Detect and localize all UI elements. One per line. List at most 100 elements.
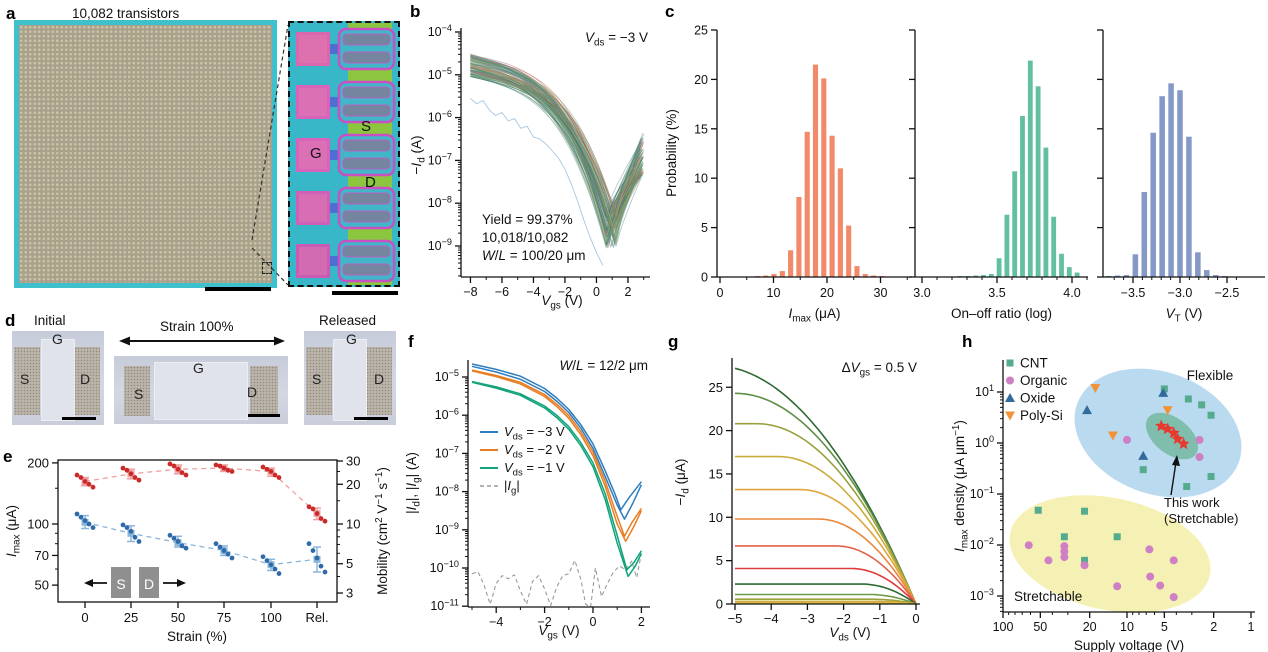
y-tick-label: 10−6 xyxy=(428,109,452,125)
series xyxy=(74,461,328,524)
tspan: |, | xyxy=(404,487,419,502)
legend-label: Organic xyxy=(1020,373,1068,388)
y-tick-label: 10−8 xyxy=(435,483,459,499)
series xyxy=(470,53,645,266)
tspan: −1 xyxy=(374,471,385,483)
this-work-label: This work xyxy=(1164,495,1220,510)
curve xyxy=(471,553,642,608)
data-dot xyxy=(268,562,274,568)
x-tick-label: 5 xyxy=(1161,620,1168,634)
drain-label: D xyxy=(247,384,258,400)
curve xyxy=(470,73,643,245)
data-dot xyxy=(217,463,223,469)
stretchable-label: Stretchable xyxy=(1014,589,1082,604)
curve xyxy=(470,72,643,213)
marker-circle xyxy=(1169,593,1178,602)
tspan: Stretchable xyxy=(1014,589,1082,604)
data-dot xyxy=(229,469,235,474)
tspan: −5 xyxy=(442,66,452,76)
bar xyxy=(1132,254,1139,277)
tspan: −4 xyxy=(442,23,452,33)
x-tick-label: 20 xyxy=(820,286,834,300)
tspan: L xyxy=(499,248,507,263)
data-dot xyxy=(221,465,227,471)
bar xyxy=(1150,132,1156,277)
tspan: Organic xyxy=(1020,373,1068,388)
data-dot xyxy=(314,511,320,516)
drain-pad xyxy=(74,347,100,415)
tspan: density (μA μm xyxy=(952,436,967,530)
tspan: (μA) xyxy=(811,306,841,321)
legend-label: Oxide xyxy=(1020,391,1055,406)
scale-bar xyxy=(62,417,96,420)
tspan: ) xyxy=(375,467,390,472)
curve xyxy=(470,62,642,217)
tspan: L xyxy=(576,358,584,373)
marker-triangle-down xyxy=(1005,411,1015,421)
marker-square xyxy=(1034,506,1042,514)
x-axis-title: VT (V) xyxy=(1166,306,1203,325)
zoom-region-box xyxy=(262,262,272,274)
data-dot xyxy=(128,528,134,534)
data-dot xyxy=(167,461,173,467)
tspan: 10 xyxy=(767,286,781,300)
tspan: 1 xyxy=(1248,620,1255,634)
data-dot xyxy=(268,469,274,474)
marker-triangle-up xyxy=(1082,405,1093,415)
tspan: ds xyxy=(594,38,604,49)
curve xyxy=(470,61,643,213)
left-tick-label: 50 xyxy=(35,578,49,593)
tspan: (V) xyxy=(558,623,580,638)
gate-label: G xyxy=(193,360,204,376)
axes: 50 70 100 200 3 5 10 20 30 0 25 50 75 100 Rel. xyxy=(27,454,360,625)
y-tick-label: 20 xyxy=(694,73,708,87)
s-block-label: S xyxy=(116,576,125,592)
tspan: | xyxy=(516,478,519,493)
x-tick-label: 0 xyxy=(593,285,600,299)
photo-title-initial: Initial xyxy=(34,313,66,328)
data-dot xyxy=(183,545,189,551)
curve xyxy=(735,518,917,605)
scale-bar xyxy=(354,417,388,420)
x-tick-label: 0 xyxy=(912,611,919,626)
x-tick-label: 2 xyxy=(638,615,645,629)
tspan: −1 xyxy=(984,485,994,495)
marker-circle xyxy=(1145,545,1154,554)
drain-label: D xyxy=(365,174,376,191)
tspan: 50 xyxy=(171,610,185,625)
tspan: I xyxy=(673,493,688,497)
tspan: 0 xyxy=(717,286,724,300)
x-tick-label: −4 xyxy=(764,611,779,626)
bar xyxy=(1168,83,1174,278)
legend-label: Vds = −1 V xyxy=(504,460,565,479)
bar xyxy=(1020,115,1025,278)
tspan: 30 xyxy=(346,454,360,469)
bar xyxy=(1159,96,1165,277)
data-dot xyxy=(82,518,88,523)
curve xyxy=(470,97,604,266)
gate-pad xyxy=(296,244,330,278)
photo-initial: G S D xyxy=(12,331,104,425)
gate-pad-texture xyxy=(299,88,327,116)
gate-pad xyxy=(296,32,330,66)
gate-label: G xyxy=(346,331,357,347)
data-dot xyxy=(260,554,266,560)
tspan: = 12/2 μm xyxy=(584,358,648,373)
legend-label: Poly-Si xyxy=(1020,408,1063,423)
x-tick-label: 0 xyxy=(717,286,724,300)
data-dot xyxy=(86,481,92,487)
axes: −3.5 −3.0 −2.5 xyxy=(1097,29,1265,300)
tspan: 0 xyxy=(701,271,708,285)
tspan: 5 xyxy=(701,221,708,235)
tspan: = −1 V xyxy=(523,460,565,475)
tspan: 10 xyxy=(970,589,984,603)
tspan: gs xyxy=(547,631,557,642)
curve xyxy=(84,521,318,566)
tspan: 15 xyxy=(694,122,708,136)
marker-triangle-down xyxy=(1162,406,1173,416)
bar xyxy=(988,274,994,277)
tspan: −2 xyxy=(537,615,551,629)
